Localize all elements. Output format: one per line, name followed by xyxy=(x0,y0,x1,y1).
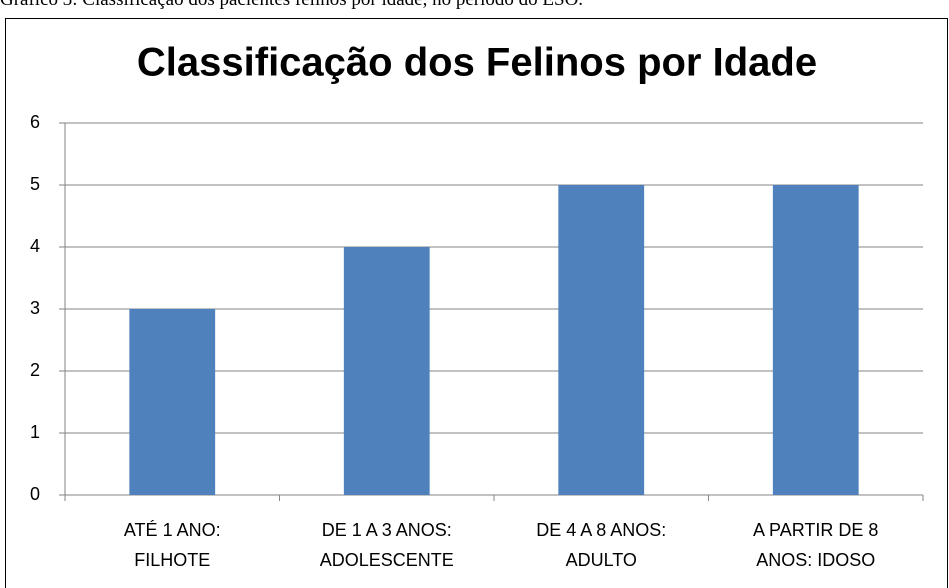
x-tick-label: A PARTIR DE 8 ANOS: IDOSO xyxy=(753,520,879,570)
bar xyxy=(772,185,859,495)
y-tick-label: 2 xyxy=(30,360,40,380)
y-tick-label: 5 xyxy=(30,174,40,194)
x-tick-label: DE 4 A 8 ANOS: ADULTO xyxy=(536,520,667,570)
bar xyxy=(129,309,216,495)
x-tick-label: ATÉ 1 ANO: FILHOTE xyxy=(123,520,221,570)
x-tick-label: DE 1 A 3 ANOS: ADOLESCENTE xyxy=(319,520,454,570)
y-tick-label: 1 xyxy=(30,422,40,442)
y-tick-label: 6 xyxy=(30,112,40,132)
bar xyxy=(343,247,430,495)
caption: Gráfico 3: Classificação dos pacientes f… xyxy=(0,0,583,11)
y-tick-label: 4 xyxy=(30,236,40,256)
y-tick-label: 3 xyxy=(30,298,40,318)
chart-title: Classificação dos Felinos por Idade xyxy=(137,41,817,85)
bar xyxy=(558,185,645,495)
chart-border xyxy=(5,18,948,588)
y-tick-label: 0 xyxy=(30,484,40,504)
